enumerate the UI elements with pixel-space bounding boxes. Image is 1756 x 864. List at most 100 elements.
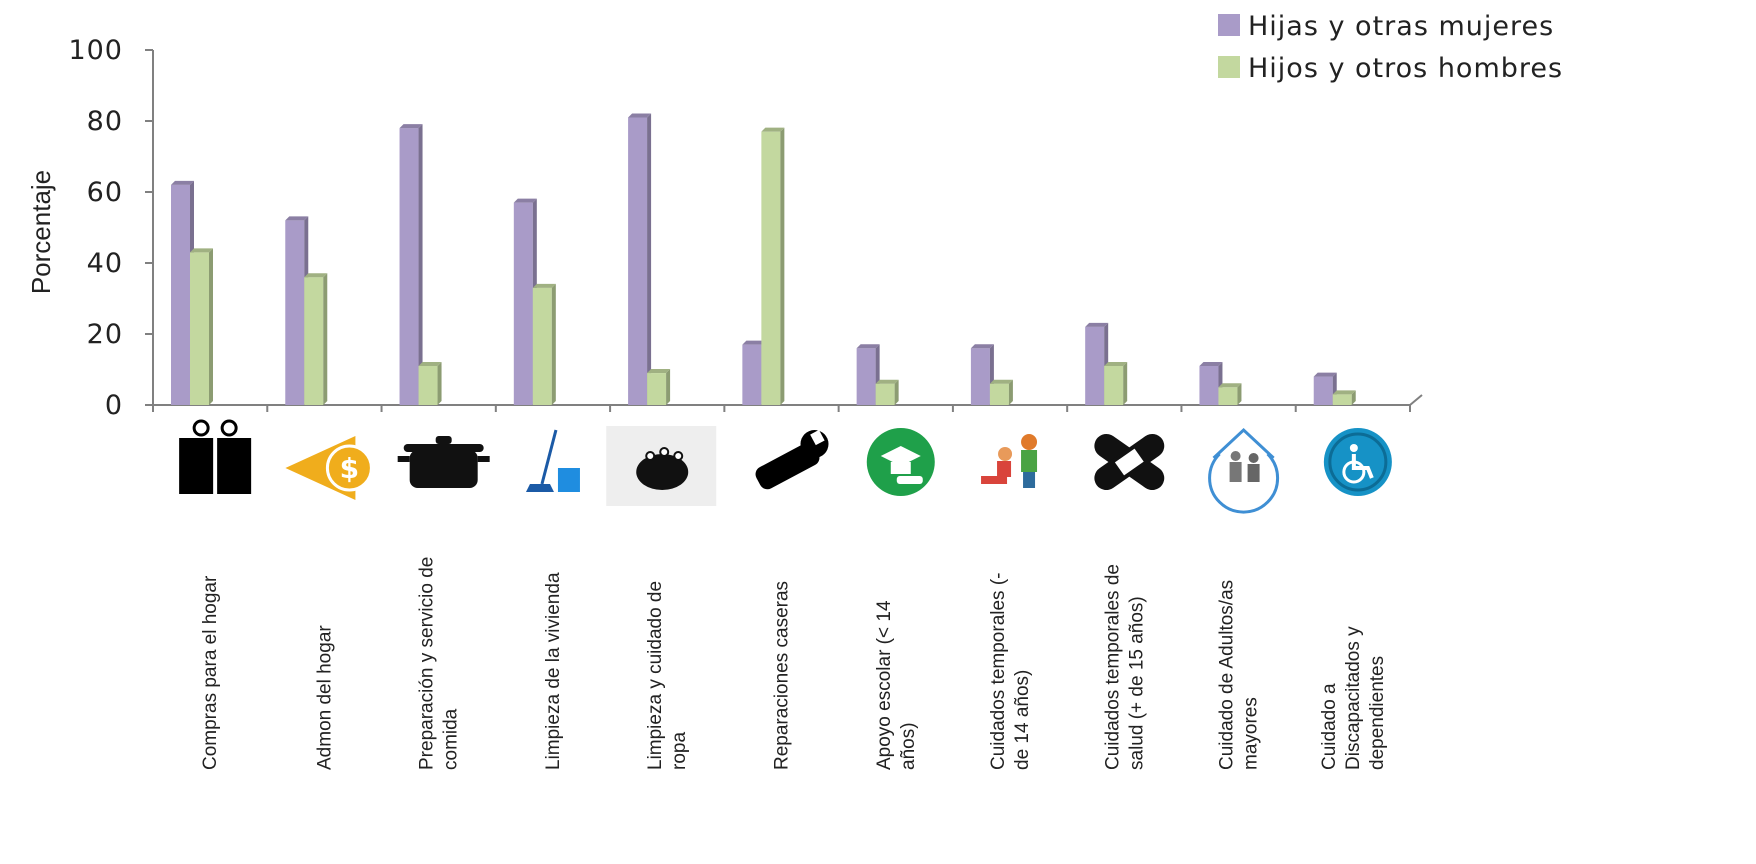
bar-face <box>532 287 552 405</box>
bar-hijos <box>532 283 556 405</box>
bar-top <box>761 127 785 132</box>
category-label: Cuidado a <box>1319 683 1340 770</box>
wheelchair-icon <box>1323 428 1392 496</box>
legend-label: Hijas y otras mujeres <box>1248 11 1554 42</box>
legend-swatch <box>1218 56 1240 78</box>
bar-face <box>418 365 438 405</box>
bar-hijos <box>647 369 671 405</box>
bar-face <box>875 383 895 405</box>
bar-face <box>1332 394 1352 405</box>
bar-top <box>1218 383 1242 388</box>
bar-top <box>171 180 194 185</box>
graduation-cap-icon <box>866 428 935 496</box>
bar-side <box>647 113 652 405</box>
bar-hijas <box>1313 372 1337 405</box>
bar-side <box>551 283 556 405</box>
category-label: Limpieza de la vivienda <box>543 572 564 770</box>
bar-top <box>1085 322 1109 327</box>
bar-top <box>875 379 899 384</box>
legend-item: Hijas y otras mujeres <box>1218 11 1554 42</box>
y-axis-label: Porcentaje <box>26 170 56 294</box>
bar-hijas <box>399 124 423 405</box>
category-label: Cuidado de Adultos/as <box>1217 580 1238 770</box>
bar-hijos <box>1218 383 1242 405</box>
bar-face <box>1199 365 1219 405</box>
bar-top <box>513 198 537 203</box>
bar-side <box>1351 390 1356 405</box>
bar-hijas <box>628 113 652 405</box>
bar-top <box>742 340 766 345</box>
bar-side <box>1123 361 1128 405</box>
bar-face <box>1104 365 1124 405</box>
bar-side <box>437 361 442 405</box>
category-label: Discapacitados y <box>1343 626 1364 770</box>
cooking-pot-icon <box>397 436 490 488</box>
bar-top <box>532 283 556 288</box>
bar-face <box>989 383 1009 405</box>
category-icons: $ <box>179 419 1392 514</box>
bar-side <box>323 273 328 405</box>
bar-top <box>399 124 423 129</box>
bar-face <box>856 348 876 405</box>
bar-top <box>856 344 880 349</box>
bar-top <box>190 248 213 253</box>
bar-side <box>780 127 785 406</box>
bar-top <box>418 361 442 366</box>
category-label: ropa <box>669 732 690 770</box>
category-label: dependientes <box>1367 656 1388 770</box>
bar-top <box>1332 390 1356 395</box>
category-label: Apoyo escolar (< 14 <box>874 600 895 770</box>
legend-swatch <box>1218 14 1240 36</box>
children-playing-icon <box>981 434 1038 488</box>
laundry-basin-icon <box>606 426 717 506</box>
category-label: Cuidados temporales de <box>1102 564 1123 770</box>
bar-top <box>285 216 309 221</box>
legend: Hijas y otras mujeres Hijos y otros hombr… <box>1218 11 1563 84</box>
category-label: comida <box>441 708 462 770</box>
category-label: Cuidados temporales (- <box>988 573 1009 770</box>
bar-hijas <box>856 344 880 405</box>
bar-hijos <box>875 379 899 405</box>
bar-top <box>304 273 328 278</box>
bar-hijos <box>761 127 785 406</box>
bar-top <box>970 344 994 349</box>
bar-face <box>304 277 324 405</box>
category-label: salud (+ de 15 años) <box>1126 596 1147 770</box>
bar-face <box>285 220 305 405</box>
bar-face <box>742 344 762 405</box>
bar-top <box>989 379 1013 384</box>
bar-side <box>418 124 423 405</box>
y-tick-label: 20 <box>87 319 123 350</box>
bar-hijos <box>418 361 442 405</box>
bar-hijos <box>190 248 213 405</box>
bar-side <box>666 369 671 405</box>
bar-top <box>1199 361 1223 366</box>
y-tick-label: 0 <box>105 390 123 421</box>
bar-face <box>513 202 533 405</box>
y-tick-label: 80 <box>87 106 123 137</box>
category-labels: Compras para el hogar Admon del hogar Prep… <box>200 557 1388 770</box>
bar-face <box>1218 387 1238 405</box>
category-label: Reparaciones caseras <box>772 581 793 770</box>
y-tick-label: 60 <box>87 177 123 208</box>
shopping-bags-icon <box>179 419 252 494</box>
bar-top <box>628 113 652 118</box>
bar-face <box>647 373 667 405</box>
money-coin-icon: $ <box>285 436 373 500</box>
category-label: de 14 años) <box>1012 670 1033 770</box>
category-label: Limpieza y cuidado de <box>645 581 666 770</box>
bars <box>171 113 1356 406</box>
bar-hijos <box>304 273 328 405</box>
legend-label: Hijos y otros hombres <box>1248 53 1563 84</box>
category-label: Preparación y servicio de <box>417 557 438 770</box>
elderly-couple-house-icon <box>1208 427 1280 514</box>
bar-face <box>190 252 209 405</box>
bar-hijos <box>989 379 1013 405</box>
bar-face <box>399 128 419 405</box>
bar-face <box>1313 376 1333 405</box>
category-label: años) <box>898 722 919 770</box>
x-axis-floor-edge <box>1409 394 1423 406</box>
y-tick-label: 40 <box>87 248 123 279</box>
category-label: mayores <box>1241 697 1262 770</box>
broom-bucket-icon <box>525 429 580 492</box>
